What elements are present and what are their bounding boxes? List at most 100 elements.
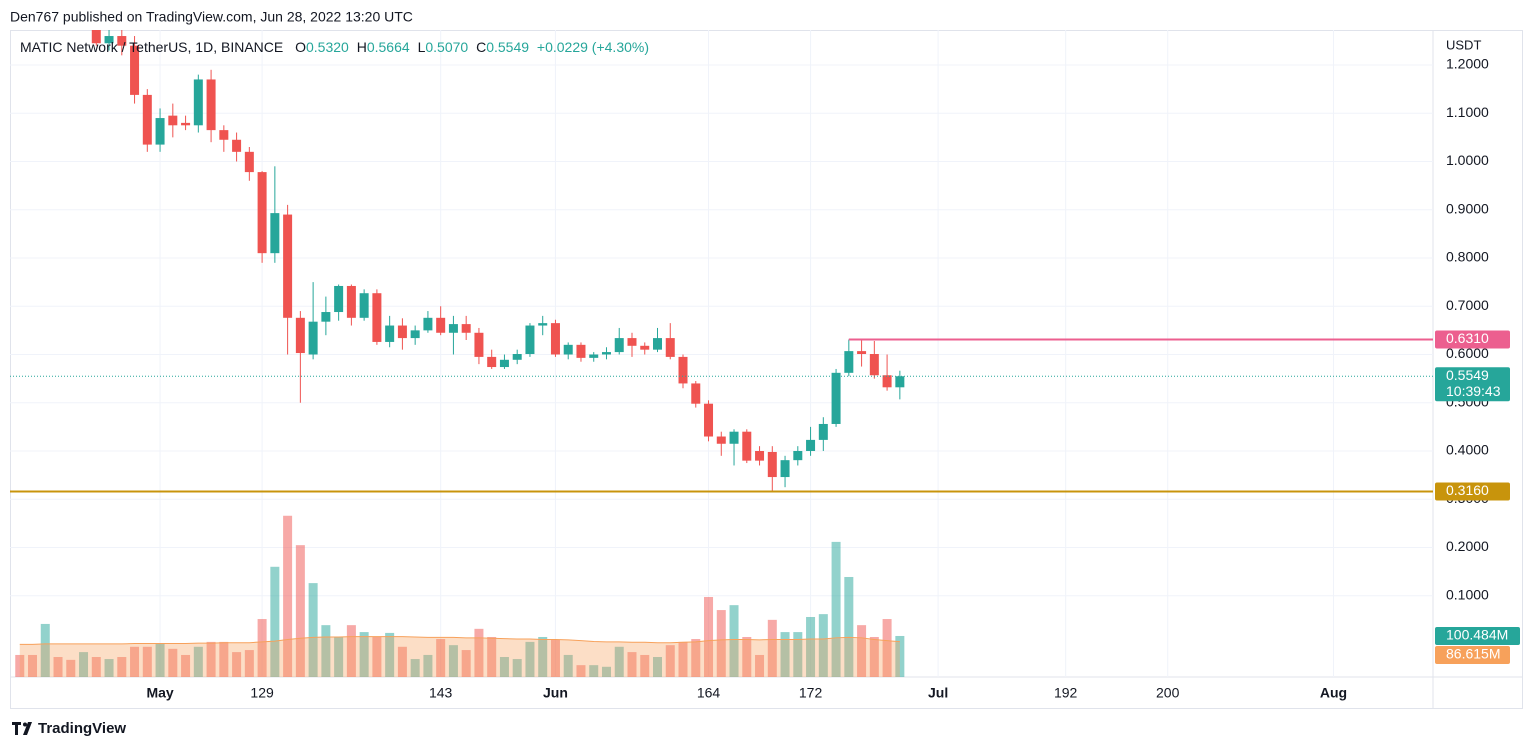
volume-bar — [168, 648, 178, 677]
logo-mark — [23, 722, 27, 727]
volume-bar — [423, 654, 433, 677]
volume-bar — [755, 654, 765, 677]
volume-bar — [487, 636, 497, 677]
volume-bar — [704, 596, 714, 677]
candle-body — [767, 451, 777, 478]
volume-bar — [767, 619, 777, 677]
volume-bar — [499, 656, 509, 677]
candle-body — [474, 332, 484, 357]
x-tick-label: 143 — [429, 685, 453, 701]
candle-body — [448, 324, 458, 333]
candle-body — [882, 375, 892, 388]
volume-bar — [844, 576, 854, 677]
candle-body — [334, 285, 344, 313]
y-tick-label: 0.4000 — [1446, 442, 1489, 458]
volume-bar — [640, 654, 650, 677]
volume-ma-area — [19, 636, 900, 677]
candle-body — [423, 317, 433, 331]
candle-body — [869, 354, 879, 376]
candle-body — [844, 351, 854, 373]
volume-bar — [678, 641, 688, 677]
x-tick-label: 192 — [1054, 685, 1078, 701]
volume-bar — [53, 656, 63, 677]
candle-body — [499, 359, 509, 368]
volume-bar — [79, 652, 89, 677]
candle-body — [219, 130, 229, 140]
candle-body — [308, 321, 318, 355]
volume-bar — [193, 646, 203, 677]
y-tick-label: 1.0000 — [1446, 152, 1489, 168]
candle-body — [91, 30, 101, 44]
volume-bar — [653, 656, 663, 677]
candle-body — [410, 330, 420, 339]
candle-body — [461, 324, 471, 333]
candle-body — [678, 356, 688, 384]
candle-body — [589, 354, 599, 358]
ohlc-key: H — [357, 39, 367, 55]
volume-bar — [895, 635, 905, 677]
candle-body — [283, 214, 293, 318]
volume-bar — [15, 654, 25, 677]
last-price-label: 10:39:43 — [1446, 383, 1501, 399]
candle-body — [232, 139, 242, 152]
candle-body — [576, 344, 586, 358]
line-label: 0.6310 — [1446, 330, 1489, 346]
candle-body — [550, 323, 560, 355]
volume-bar — [270, 566, 280, 677]
candle-body — [818, 423, 828, 440]
y-tick-label: 1.1000 — [1446, 104, 1489, 120]
candle-body — [525, 325, 535, 355]
volume-bar — [40, 623, 50, 677]
volume-bar — [857, 625, 867, 677]
x-tick-label: Jul — [928, 685, 948, 701]
volume-bar — [142, 646, 152, 677]
volume-bar — [742, 636, 752, 677]
candle-body — [704, 403, 714, 437]
candle-body — [270, 213, 280, 254]
volume-bar — [729, 605, 739, 677]
volume-bar — [882, 619, 892, 677]
candle-body — [397, 325, 407, 339]
volume-bar — [691, 639, 701, 677]
volume-bar — [372, 636, 382, 677]
volume-bar — [525, 641, 535, 677]
volume-bar — [512, 659, 522, 677]
volume-bar — [283, 515, 293, 677]
volume-bar — [563, 654, 573, 677]
volume-bar — [308, 583, 318, 677]
candle-body — [181, 122, 191, 126]
candle-body — [563, 344, 573, 355]
candle-body — [601, 352, 611, 355]
ohlc-key: L — [418, 39, 426, 55]
ohlc-key: C — [476, 39, 486, 55]
volume-bar — [334, 636, 344, 677]
last-price-label-box — [1435, 367, 1510, 402]
volume-bar — [257, 619, 267, 677]
volume-bar — [232, 652, 242, 677]
candle-body — [831, 372, 841, 424]
candle-body — [193, 79, 203, 126]
x-tick-label: 200 — [1156, 685, 1180, 701]
volume-bar — [181, 654, 191, 677]
ohlc-value: 0.5320 — [306, 39, 349, 55]
volume-bar — [436, 639, 446, 677]
line-label-box — [1435, 482, 1510, 501]
volume-bar — [665, 645, 675, 677]
volume-bar — [576, 665, 586, 677]
candle-body — [665, 338, 675, 357]
y-tick-label: 0.9000 — [1446, 200, 1489, 216]
price-pane — [10, 30, 1433, 493]
ohlc-value: 0.5664 — [367, 39, 410, 55]
line-label: 0.3160 — [1446, 482, 1489, 498]
candle-body — [130, 45, 140, 95]
change: +0.0229 (+4.30%) — [537, 39, 649, 55]
candle-body — [372, 293, 382, 342]
candle-body — [742, 431, 752, 461]
candle-body — [538, 323, 548, 326]
volume-pane — [15, 515, 905, 677]
x-tick-label: Jun — [543, 685, 568, 701]
volume-bar — [321, 625, 331, 677]
candle-body — [793, 450, 803, 461]
